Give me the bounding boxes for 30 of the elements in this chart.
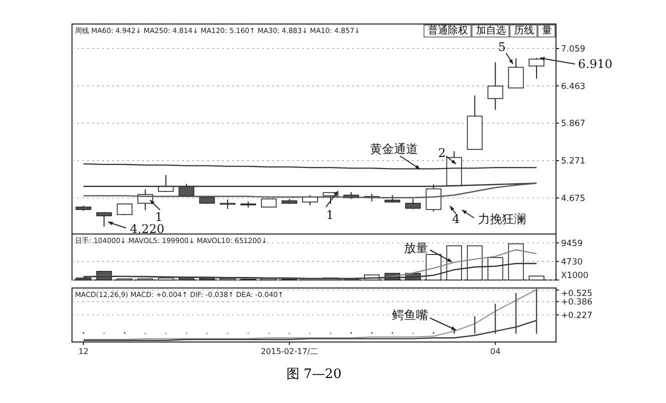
text: 6.910 — [578, 57, 612, 72]
y-tick-label: +0.227 — [561, 310, 592, 321]
annotation: 量 — [542, 26, 552, 37]
x-tick-label: 12 — [78, 347, 89, 356]
y-tick-label: 6.463 — [561, 82, 586, 92]
y-tick-label: 4730 — [561, 257, 583, 268]
y-tick-label: 4.675 — [561, 194, 586, 204]
annotation: 加自选 — [476, 24, 506, 37]
y-tick-label: 7.059 — [561, 44, 586, 54]
annotation: 1 — [326, 208, 334, 222]
x-tick-label: 2015-02-17/二 — [260, 347, 318, 356]
caption: 图 7—20 — [286, 367, 342, 382]
y-tick-label: 9459 — [561, 238, 583, 249]
annotation: 4 — [452, 212, 460, 226]
annotation: 4.220 — [130, 222, 164, 236]
annotation: 黄金通道 — [370, 142, 418, 156]
annotation: 鳄鱼嘴 — [392, 308, 428, 322]
annotation: 力挽狂澜 — [478, 212, 526, 226]
x-tick-label: 04 — [490, 347, 500, 356]
annotation: 历线 — [514, 24, 534, 37]
y-tick-label: +0.386 — [561, 298, 592, 308]
annotation: 5 — [498, 40, 506, 54]
annotation: 放量 — [404, 241, 428, 256]
y-tick-label: X1000 — [561, 270, 588, 281]
y-tick-label: +0.525 — [561, 288, 592, 299]
annotation: 普通除权 — [428, 24, 468, 37]
annotation: 1 — [155, 210, 163, 224]
y-tick-label: 5.271 — [561, 156, 586, 167]
annotation: 2 — [438, 146, 446, 160]
y-tick-label: 5.867 — [561, 119, 586, 130]
